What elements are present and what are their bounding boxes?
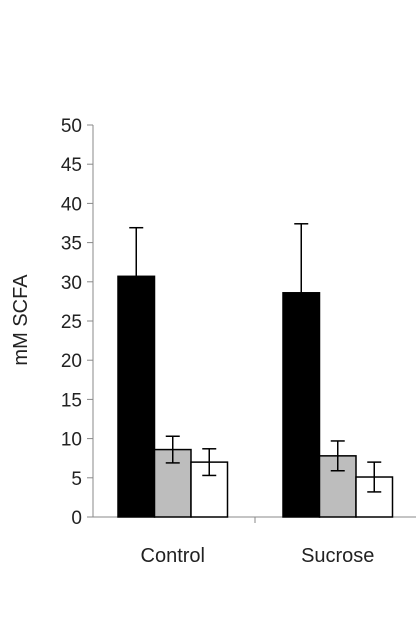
bars-group: [117, 275, 394, 518]
x-axis: [93, 516, 416, 523]
y-tick-label: 50: [61, 116, 82, 137]
y-axis-title: mM SCFA: [10, 274, 32, 366]
category-label-sucrose: Sucrose: [301, 545, 374, 567]
y-tick-label: 30: [61, 273, 82, 294]
y-tick-label: 20: [61, 351, 82, 372]
y-axis: 0 5 10 15 20 25 30 35 40 45 50: [61, 116, 94, 529]
error-bars-group: [129, 223, 382, 493]
y-tick-label: 10: [61, 430, 82, 451]
y-tick-label: 25: [61, 312, 82, 333]
category-labels: Control Sucrose: [141, 545, 375, 567]
y-tick-label: 15: [61, 390, 82, 411]
y-tick-label: 0: [71, 508, 82, 529]
bar-sucrose-1: [282, 292, 321, 518]
y-tick-label: 45: [61, 155, 82, 176]
y-tick-label: 35: [61, 234, 82, 255]
y-tick-label: 40: [61, 194, 82, 215]
y-tick-label: 5: [71, 469, 82, 490]
bar-control-1: [117, 275, 156, 518]
category-label-control: Control: [141, 545, 205, 567]
